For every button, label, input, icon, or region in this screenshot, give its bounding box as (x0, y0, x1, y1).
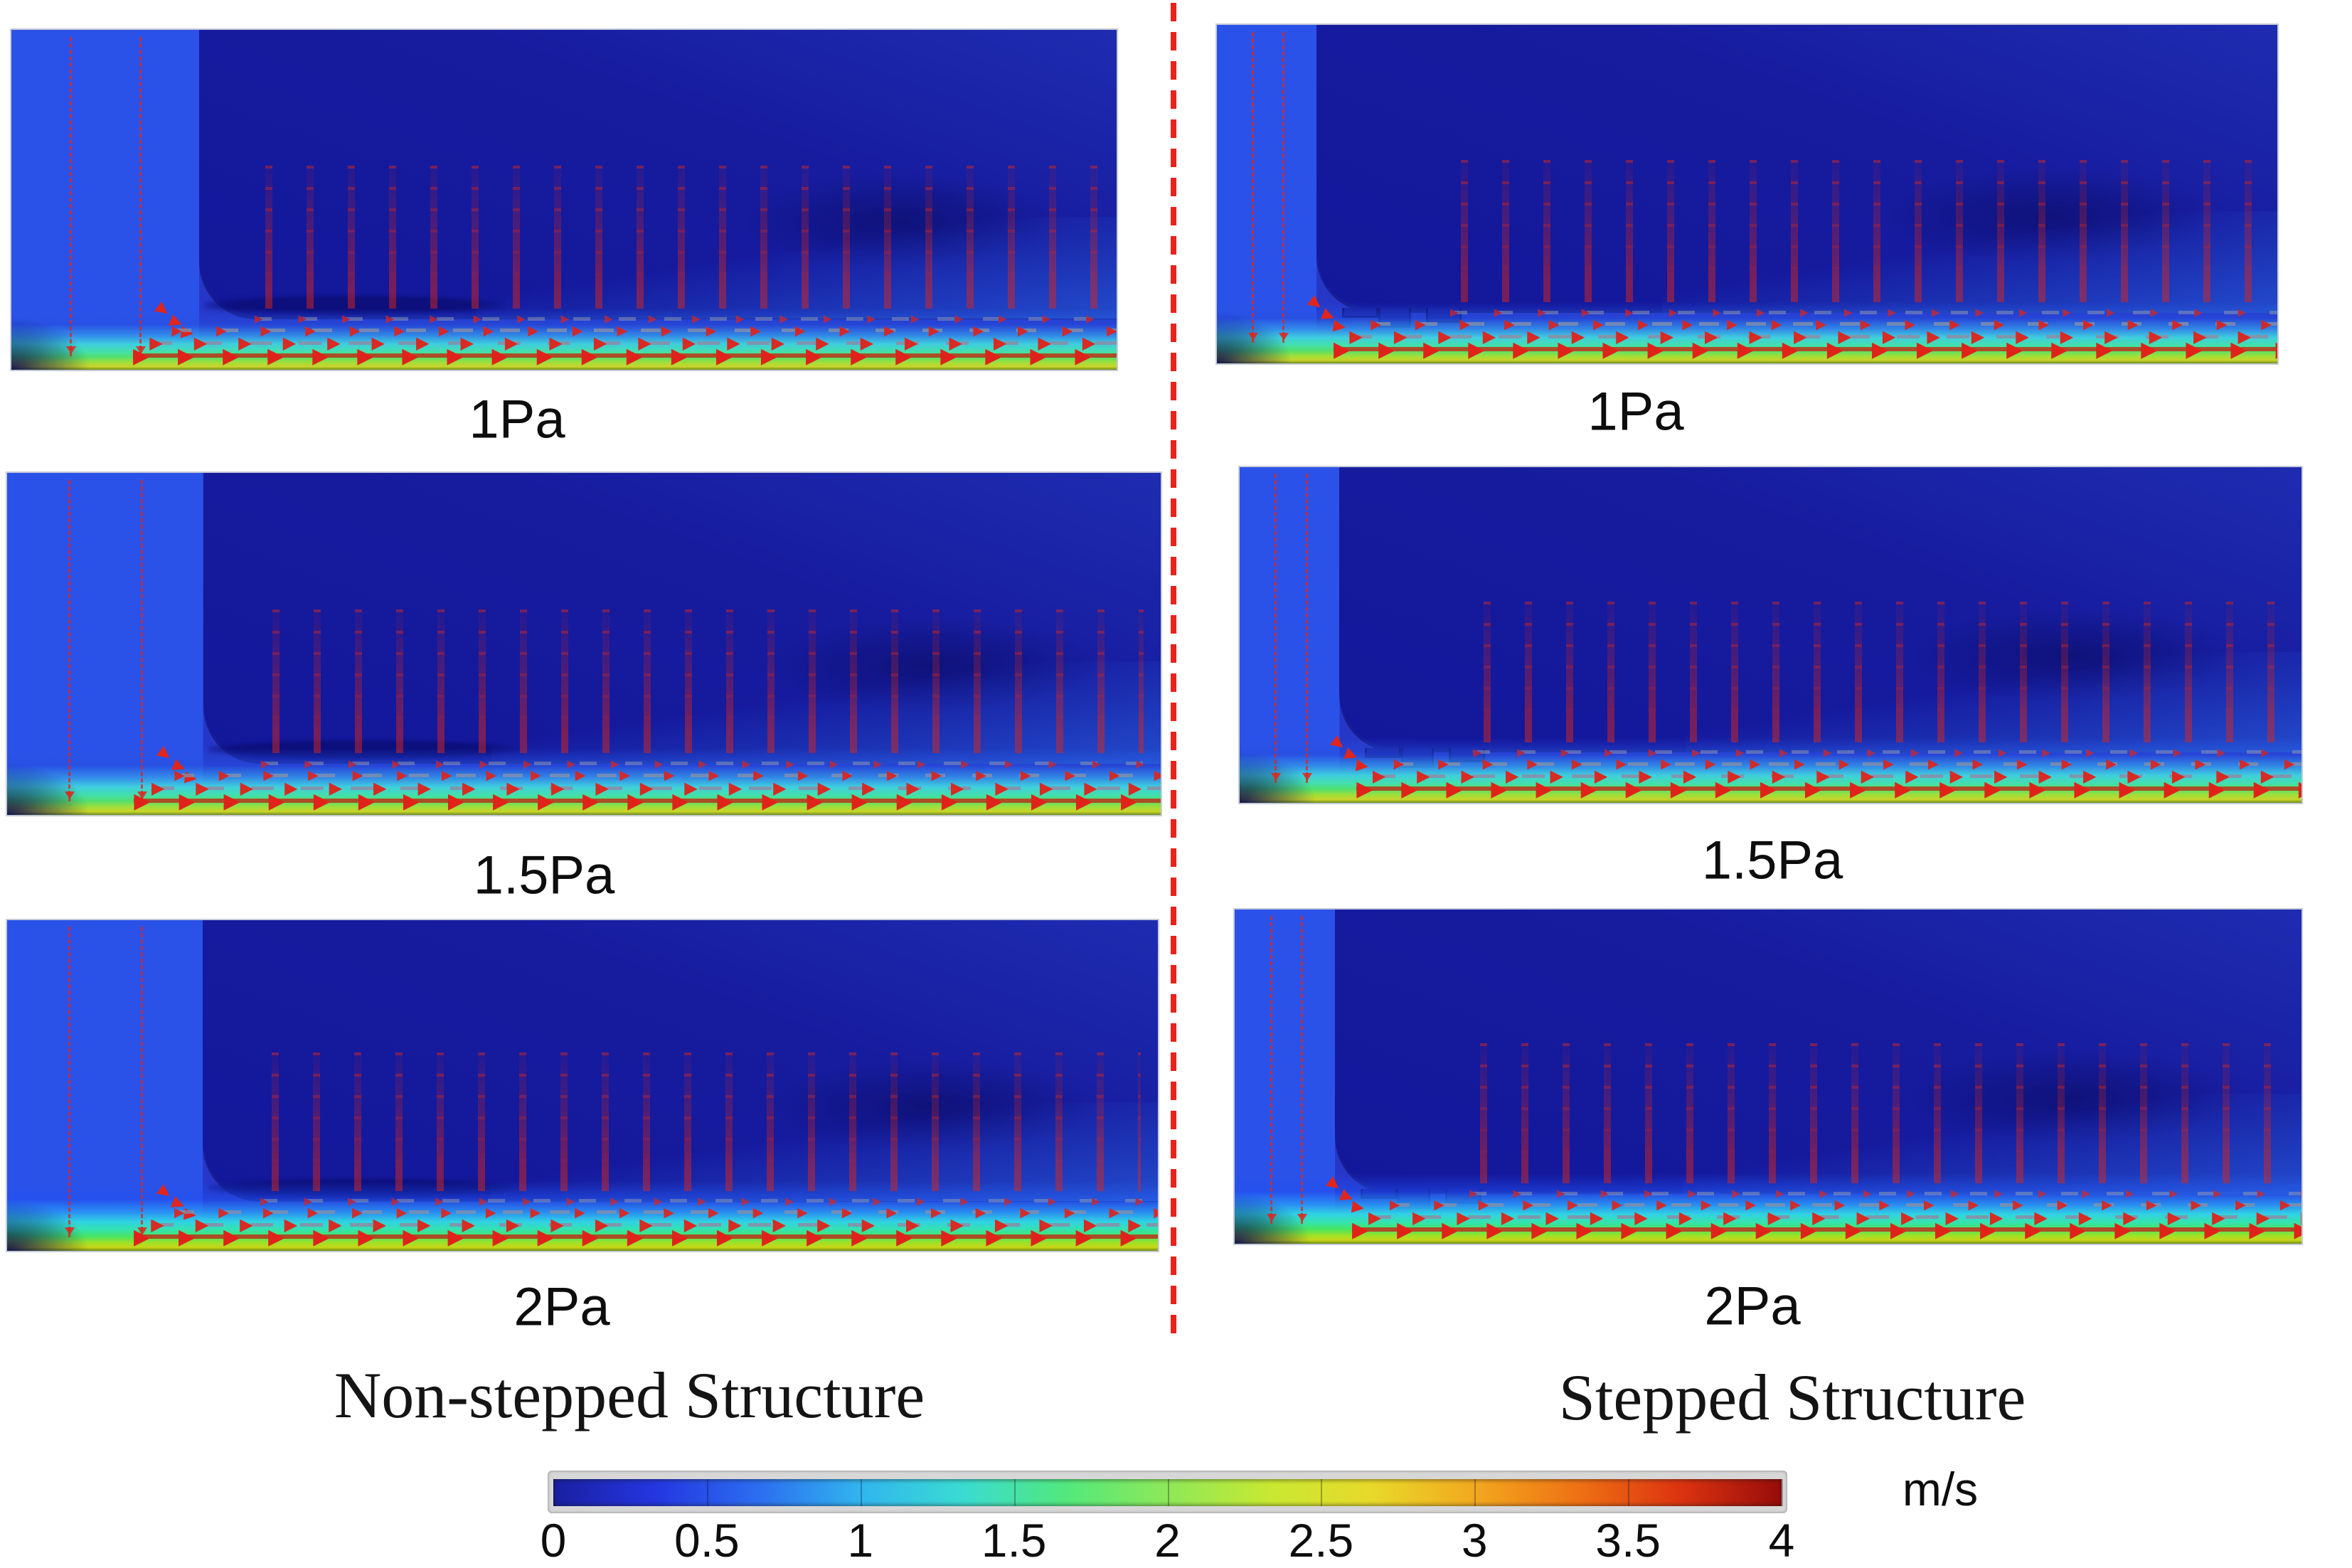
inlet-flow-dashed-arrow-icon (1248, 31, 1259, 343)
flow-arrow-row: ▶▶▶▶▶▶▶▶▶▶▶▶▶▶▶▶▶▶▶▶▶▶▶▶▶▶ (1352, 1220, 2302, 1242)
pressure-label: 2Pa (1704, 1276, 1801, 1337)
inlet-flow-dashed-arrow-icon (137, 927, 147, 1238)
flow-arrow-row: ▶▶▶▶▶▶▶▶▶▶▶▶▶▶▶▶▶▶▶▶▶▶▶▶▶▶ (1469, 1188, 2302, 1200)
inlet-flow-dashed-arrow-icon (1279, 31, 1289, 343)
colorbar-tick (553, 1479, 555, 1506)
inlet-flow-dashed-arrow-icon (1302, 474, 1312, 783)
cfd-panel-stepped-1pa: ▶ ▶ ▶ ▶▶▶▶▶▶▶▶▶▶▶▶▶▶▶▶▶▶▶ ▶▶▶▶▶▶▶ ▶▶▶▶▶▶▶… (1215, 23, 2279, 365)
flow-arrow-row: ▶▶▶▶▶▶▶▶▶▶▶▶▶▶▶▶▶▶▶▶▶▶▶▶▶▶ (132, 346, 1117, 368)
flow-arrow-row: ▶▶▶▶▶▶▶▶▶▶▶▶▶▶▶▶▶▶▶▶▶▶▶▶▶▶ (1371, 317, 2277, 331)
cfd-panel-stepped-2pa: ▶ ▶ ▶ ▶▶▶▶▶▶▶▶▶▶▶▶▶▶▶▶▶▶▶ ▶▶▶▶▶▶▶ ▶▶▶▶▶▶▶… (1233, 908, 2303, 1245)
inlet-flow-dashed-arrow-icon (1271, 474, 1282, 783)
corner-fan-arrow-icon: ▶ (1351, 1196, 1366, 1216)
corner-dark-zone (7, 763, 88, 815)
pressure-label: 1Pa (1587, 381, 1684, 442)
colorbar-tick-label: 1.5 (981, 1514, 1047, 1567)
flow-arrow-field (265, 166, 1100, 309)
flow-arrow-row: ▶▶▶▶▶▶▶▶▶▶▶▶▶▶▶▶▶▶▶▶▶▶▶▶▶▶ (1450, 307, 2277, 319)
flow-arrow-row: ▶▶▶▶▶▶▶▶▶▶▶▶▶▶▶▶▶▶▶▶▶▶▶▶▶▶ (174, 1205, 1158, 1220)
corner-dark-zone (7, 1201, 88, 1251)
flow-arrow-row: ▶▶▶▶▶▶▶▶▶▶▶▶▶▶▶▶▶▶▶▶▶▶▶▶▶▶ (1393, 757, 2302, 772)
colorbar-tick-label: 3.5 (1595, 1514, 1661, 1567)
corner-dark-zone (11, 319, 89, 370)
corner-fan-arrow-icon: ▶ (1355, 755, 1370, 775)
inlet-flow-dashed-arrow-icon (66, 36, 77, 356)
flow-arrow-row: ▶▶▶▶▶▶▶▶▶▶▶▶▶▶▶▶▶▶▶▶▶▶▶▶▶▶ (1389, 1198, 2302, 1212)
colorbar-tick-label: 2 (1154, 1514, 1181, 1567)
cfd-panel-non-stepped-2pa: ▶ ▶ ▶ ▶▶▶▶▶▶▶▶▶▶▶▶▶▶▶▶▶▶▶ ▶▶▶▶▶▶▶ ▶▶▶▶▶▶▶… (6, 919, 1159, 1252)
column-title-non-stepped: Non-stepped Structure (334, 1359, 925, 1431)
flow-arrow-field (272, 609, 1144, 754)
colorbar-tick-label: 2.5 (1288, 1514, 1354, 1567)
colorbar-tick (1167, 1479, 1169, 1506)
column-divider-dashed-line (1171, 3, 1176, 1335)
colorbar-tick (1013, 1479, 1016, 1506)
flow-arrow-row: ▶▶▶▶▶▶▶▶▶▶▶▶▶▶▶▶▶▶▶▶▶▶▶▶▶▶ (174, 769, 1161, 783)
colorbar-tick (706, 1479, 708, 1506)
colorbar-unit-label: m/s (1902, 1463, 1979, 1515)
flow-arrow-row: ▶▶▶▶▶▶▶▶▶▶▶▶▶▶▶▶▶▶▶▶▶▶▶▶▶▶ (260, 758, 1161, 769)
inlet-flow-dashed-arrow-icon (64, 927, 75, 1238)
flow-arrow-field (1484, 601, 2286, 743)
colorbar-tick (1628, 1479, 1630, 1506)
inlet-flow-dashed-arrow-icon (136, 36, 147, 356)
flow-arrow-row: ▶▶▶▶▶▶▶▶▶▶▶▶▶▶▶▶▶▶▶▶▶▶▶▶▶▶ (1334, 339, 2277, 361)
colorbar-tick-labels: 0 0.5 1 1.5 2 2.5 3 3.5 4 (541, 1513, 1795, 1567)
pressure-label: 1.5Pa (473, 845, 615, 906)
colorbar-tick (1474, 1479, 1476, 1506)
inlet-flow-dashed-arrow-icon (1297, 916, 1307, 1224)
flow-arrow-row: ▶▶▶▶▶▶▶▶▶▶▶▶▶▶▶▶▶▶▶▶▶▶▶▶▶▶ (1473, 747, 2302, 758)
colorbar-tick-label: 4 (1768, 1514, 1795, 1567)
flow-arrow-row: ▶▶▶▶▶▶▶▶▶▶▶▶▶▶▶▶▶▶▶▶▶▶▶▶▶▶ (171, 324, 1117, 338)
colorbar-tick-label: 0.5 (674, 1514, 740, 1567)
inlet-flow-dashed-arrow-icon (1266, 916, 1277, 1224)
flow-arrow-field (272, 1052, 1141, 1192)
flow-arrow-field (1460, 160, 2262, 303)
pressure-label: 2Pa (513, 1276, 610, 1338)
colorbar-gradient-strip (553, 1479, 1783, 1506)
flow-arrow-field (1480, 1043, 2286, 1184)
colorbar-tick-label: 3 (1461, 1514, 1488, 1567)
inlet-flow-dashed-arrow-icon (64, 479, 75, 801)
cfd-panel-non-stepped-1pa: ▶ ▶ ▶ ▶▶▶▶▶▶▶▶▶▶▶▶▶▶▶▶▶▶ ▶▶▶▶▶▶▶▶ ▶▶▶▶▶▶▶… (10, 28, 1118, 371)
inlet-flow-dashed-arrow-icon (137, 479, 148, 801)
flow-arrow-row: ▶▶▶▶▶▶▶▶▶▶▶▶▶▶▶▶▶▶▶▶▶▶▶▶▶▶ (134, 791, 1161, 813)
colorbar-tick-label: 1 (847, 1514, 874, 1567)
flow-arrow-row: ▶▶▶▶▶▶▶▶▶▶▶▶▶▶▶▶▶▶▶▶▶▶▶▶▶▶ (1356, 779, 2302, 801)
flow-arrow-row: ▶▶▶▶▶▶▶▶▶▶▶▶▶▶▶▶▶▶▶▶▶▶▶▶▶▶ (133, 1227, 1158, 1249)
pressure-label: 1.5Pa (1701, 830, 1843, 891)
corner-fan-arrow-icon: ▶ (1332, 316, 1347, 336)
flow-arrow-row: ▶▶▶▶▶▶▶▶▶▶▶▶▶▶▶▶▶▶▶▶▶▶▶▶▶▶ (260, 1195, 1158, 1207)
colorbar-tick (1782, 1479, 1783, 1506)
column-title-stepped: Stepped Structure (1558, 1361, 2026, 1434)
colorbar-tick-label: 0 (540, 1514, 567, 1567)
colorbar-tick (860, 1479, 862, 1506)
pressure-label: 1Pa (469, 389, 565, 450)
colorbar-tick (1321, 1479, 1323, 1506)
flow-arrow-row: ▶▶▶▶▶▶▶▶▶▶▶▶▶▶▶▶▶▶▶▶▶▶▶▶▶▶ (254, 313, 1117, 324)
cfd-panel-stepped-1-5pa: ▶ ▶ ▶ ▶▶▶▶▶▶▶▶▶▶▶▶▶▶▶▶▶▶▶ ▶▶▶▶▶▶▶ ▶▶▶▶▶▶▶… (1238, 466, 2303, 804)
cfd-panel-non-stepped-1-5pa: ▶ ▶ ▶ ▶▶▶▶▶▶▶▶▶▶▶▶▶▶▶▶▶▶▶ ▶▶▶▶▶▶▶ ▶▶▶▶▶▶▶… (6, 471, 1162, 816)
